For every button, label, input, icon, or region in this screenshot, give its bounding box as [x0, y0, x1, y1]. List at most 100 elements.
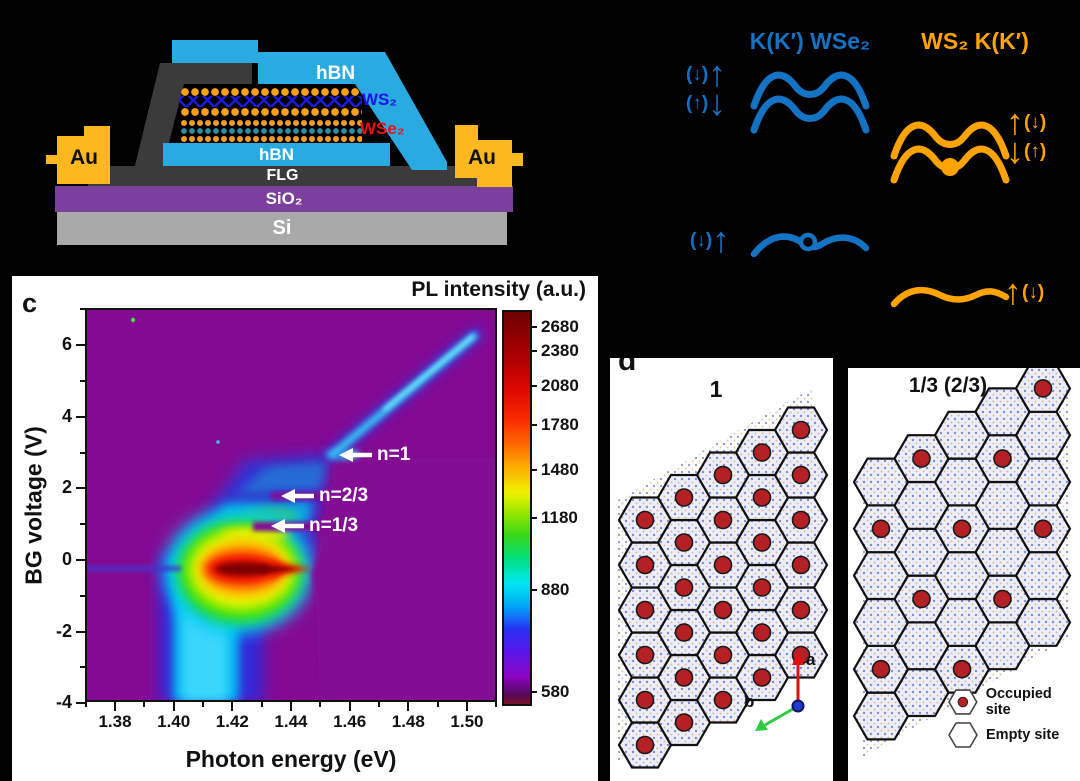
y-tick-label: 2: [61, 477, 72, 498]
occupied-site-marker: [635, 645, 655, 665]
x-tick-label: 1.42: [215, 712, 249, 731]
occupied-site-marker: [674, 668, 694, 687]
au-contact-right: [455, 125, 512, 187]
occupied-site-marker: [752, 533, 772, 552]
band-diagram-panel: K(K′) WSe₂ WS₂ K(K′) (↓) ↑ (↑) ↓ ↑: [640, 0, 1080, 345]
filling-title-1: 1: [709, 376, 723, 402]
colorbar-tick-label: 580: [541, 682, 570, 701]
au-contact-left: [57, 126, 110, 184]
hbn-top-layer: [172, 40, 447, 170]
occupied-site-marker: [752, 668, 772, 687]
occupied-site-marker: [674, 578, 694, 597]
occupied-site-marker: [1033, 519, 1053, 539]
occupied-site-marker: [752, 623, 772, 642]
spin-arrow-down-icon: ↓: [708, 81, 727, 123]
spin-paren: (↓): [686, 63, 709, 85]
atomic-layers: [180, 86, 362, 144]
x-minor-tick: [377, 702, 380, 707]
x-tick-label: 1.46: [333, 712, 367, 731]
spin-paren: (↑): [1024, 140, 1047, 162]
spin-down-row: ↓ (↑): [1006, 129, 1047, 171]
occupied-site-marker: [713, 510, 733, 530]
y-tick-label: -4: [55, 692, 72, 713]
colorbar-tick-mark: [530, 385, 537, 387]
b-axis-label: b: [744, 692, 755, 711]
a-axis-arrow-icon: [792, 652, 804, 665]
occupied-site-label: Occupied site: [985, 686, 1052, 718]
colorbar-tick-mark: [530, 691, 537, 693]
occupied-site-marker: [635, 600, 655, 620]
spin-arrow-up-icon: ↑: [1006, 101, 1024, 142]
y-tick-label: 4: [61, 405, 72, 426]
si-label: Si: [272, 217, 292, 239]
y-tick-mark: [76, 415, 85, 418]
moire-lattice-panel-partial-filling: 1/3 (2/3) Oc: [848, 368, 1080, 781]
flg-layer: [88, 166, 477, 186]
device-schematic-drawing: [46, 40, 523, 245]
colorbar-tick-mark: [530, 350, 537, 352]
sio2-layer: [55, 186, 513, 212]
filling-title-13: 1/3 (2/3): [908, 374, 988, 397]
wse2-conduction-bands: [750, 71, 870, 134]
sio2-label: SiO₂: [265, 189, 303, 208]
occupied-site-marker: [674, 488, 694, 507]
occupied-site-icon: [948, 689, 978, 715]
hex-lattice-partial: [852, 368, 1072, 757]
occupied-site-marker: [1033, 379, 1053, 398]
ws2-conduction-bands: [890, 121, 1010, 184]
x-tick-mark: [114, 702, 116, 711]
spin-arrow-down-icon: ↓: [1006, 129, 1024, 171]
y-minor-tick: [80, 451, 85, 454]
y-tick-label: -2: [55, 620, 72, 641]
hex-lattice-full: [617, 388, 829, 769]
empty-site-icon: [948, 722, 978, 748]
wse2-metal-row: [180, 127, 362, 135]
occupied-site-marker: [635, 555, 655, 575]
occupied-site-marker: [713, 600, 733, 620]
ws2-valence-band: [890, 286, 1010, 308]
hbn-bottom-label: hBN: [259, 145, 294, 164]
y-axis-title: BG voltage (V): [20, 426, 47, 585]
au-lead-left: [46, 155, 57, 164]
x-minor-tick: [436, 702, 439, 707]
x-tick-label: 1.50: [450, 712, 484, 731]
y-minor-tick: [80, 379, 85, 382]
wse2-chalcogen-row-bottom: [180, 135, 362, 143]
spin-up-row: (↓) ↑: [686, 56, 726, 92]
colorbar-tick-label: 2680: [541, 317, 579, 336]
occupied-site-marker: [752, 578, 772, 597]
wse2-valence-band: [750, 232, 870, 258]
y-tick-mark: [76, 702, 85, 705]
ws2-chalcogen-row-bottom: [180, 106, 362, 117]
pl-heatmap: [85, 308, 497, 702]
spin-arrow-up-icon: ↑: [1004, 271, 1022, 312]
wse2-valence-spin-label: (↓) ↑: [690, 222, 730, 258]
wse2-label: WSe₂: [360, 119, 405, 138]
x-tick-label: 1.48: [391, 712, 425, 731]
occupied-site-marker: [791, 555, 811, 575]
occupied-site-marker: [952, 659, 972, 679]
axes-origin-icon: [791, 699, 805, 713]
colorbar-tick-mark: [530, 424, 537, 426]
occupied-site-marker: [993, 589, 1012, 609]
annotation-n1: n=1: [377, 444, 411, 465]
colorbar-tick-mark: [530, 517, 537, 519]
x-minor-tick: [143, 702, 146, 707]
colorbar-tick-mark: [530, 589, 537, 591]
occupied-site-marker: [713, 690, 733, 710]
flg-label: FLG: [266, 167, 299, 184]
annotation-arrows: [271, 448, 372, 533]
ws2-valley-title: WS₂ K(K′): [921, 28, 1029, 54]
occupied-site-marker: [713, 465, 733, 485]
x-axis-title: Photon energy (eV): [185, 746, 397, 772]
occupied-site-marker: [635, 735, 655, 755]
legend-empty-row: Empty site: [946, 720, 1059, 750]
x-tick-label: 1.38: [98, 712, 132, 731]
y-minor-tick: [80, 666, 85, 669]
colorbar-tick-label: 2080: [541, 376, 579, 395]
occupied-site-marker: [871, 659, 891, 679]
y-tick-mark: [76, 559, 85, 561]
pl-map-panel: c PL intensity (a.u.): [12, 276, 598, 781]
ws2-metal-row: [180, 96, 362, 107]
